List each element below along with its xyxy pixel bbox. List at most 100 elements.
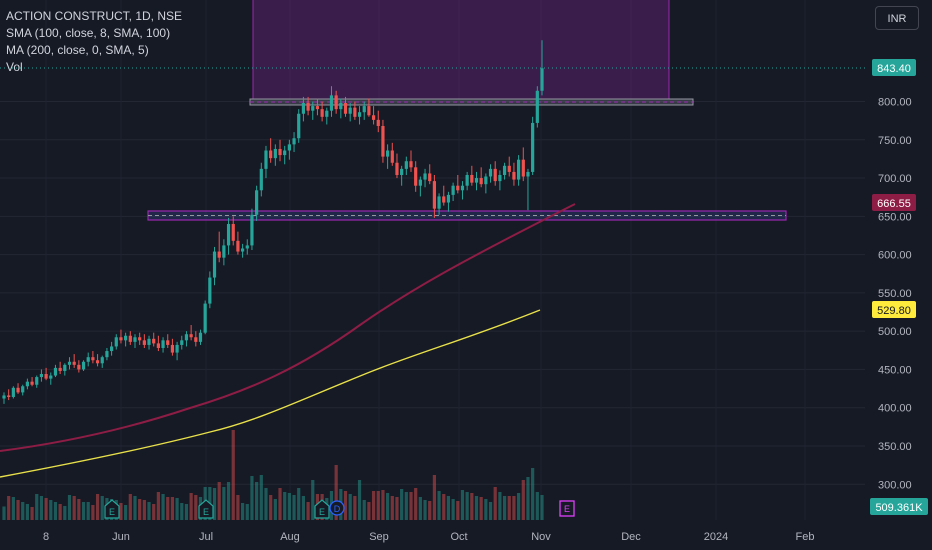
drawing-zones[interactable] [0,0,865,221]
earnings-icon [104,499,120,519]
volume-bar [437,491,441,520]
volume-bar [240,503,245,520]
volume-bar [484,499,488,520]
time-axis[interactable]: 8 Jun Jul Aug Sep Oct Nov Dec 2024 Feb [0,520,932,550]
candle-body [507,165,511,172]
volume-bar [245,504,249,520]
price-badges: 843.40 666.55 529.80 509.361K [870,59,928,515]
price-tick-label: 450.00 [878,364,912,376]
volume-bar [297,488,301,520]
candle-body [7,395,11,397]
volume-bar [184,504,189,520]
volume-legend[interactable]: Vol [6,60,23,74]
candle-body [493,168,497,182]
sma100-legend[interactable]: SMA (100, close, 8, SMA, 100) [6,26,171,40]
price-tick-label: 400.00 [878,403,912,415]
candle-body [362,106,366,113]
candle-body [353,107,357,117]
candle-body [189,334,193,338]
volume-bar [353,496,357,520]
volume-bar [124,505,128,520]
volume-bar [535,492,539,520]
volume-bar [460,490,465,520]
volume-bar [81,502,86,520]
volume-bar [236,495,240,520]
currency-button[interactable]: INR [875,6,919,30]
price-tick-label: 350.00 [878,441,912,453]
volume-bar [479,497,483,520]
candle-body [49,375,53,379]
volume-bar [348,494,352,520]
candle-body [409,161,413,168]
price-axis[interactable]: 800.00 750.00 700.00 650.00 600.00 550.00 500.… [865,0,932,520]
candle-body [16,387,20,393]
candle-body [278,148,282,156]
volume-bar [11,497,15,520]
candle-body [2,395,6,399]
candle-body [320,109,324,117]
ma200-line [0,203,576,452]
candle-body [325,110,329,117]
time-tick-label: Jun [112,531,130,543]
time-tick-label: Jul [199,531,213,543]
candle-body [535,90,539,123]
candle-body [512,171,516,180]
volume-bar [212,488,217,520]
volume-bar [418,497,422,520]
volume-bar [414,488,418,520]
volume-bar [474,496,479,520]
candle-body [404,161,408,169]
candle-body [156,343,160,348]
candle-body [72,361,76,365]
volume-bar [442,494,446,520]
volume-bar [381,490,385,520]
candle-body [540,68,544,91]
candle-body [292,138,296,145]
volume-bar [432,475,436,520]
volume-bar [343,491,348,520]
candle-body [297,113,301,139]
candle-body [194,337,198,342]
volume-bar [390,496,394,520]
volume-bar [231,430,235,520]
candle-body [180,340,184,345]
candle-body [11,387,15,397]
candle-body [58,367,62,371]
volume-bar [498,492,502,520]
candle-body [95,360,100,364]
volume-bar [100,496,104,520]
candle-body [142,340,146,345]
candle-body [386,150,390,157]
volume-bar [264,488,268,520]
volume-bar [446,496,451,520]
candle-body [442,196,446,203]
volume-bars [2,430,544,520]
earnings-icon [198,499,214,519]
volume-bar [21,502,25,520]
candle-body [110,346,114,352]
candle-body [395,162,399,175]
candle-body [198,332,203,342]
time-tick-label: Aug [280,531,300,543]
volume-bar [273,499,277,520]
candle-body [381,125,385,157]
candle-body [222,245,226,258]
volume-bar [526,477,530,520]
candle-body [21,386,25,393]
candle-body [456,185,460,191]
candle-body [67,361,72,365]
candle-body [531,122,535,172]
candle-body [39,374,44,378]
symbol-title[interactable]: ACTION CONSTRUCT, 1D, NSE [6,9,183,23]
candle-body [105,351,109,358]
candle-body [184,334,189,341]
volume-bar [255,482,259,520]
volume-bar [451,499,455,520]
candle-body [128,335,132,342]
volume-bar [67,495,72,520]
price-tick-label: 550.00 [878,288,912,300]
candle-body [166,340,170,345]
ma200-legend[interactable]: MA (200, close, 0, SMA, 5) [6,43,149,57]
